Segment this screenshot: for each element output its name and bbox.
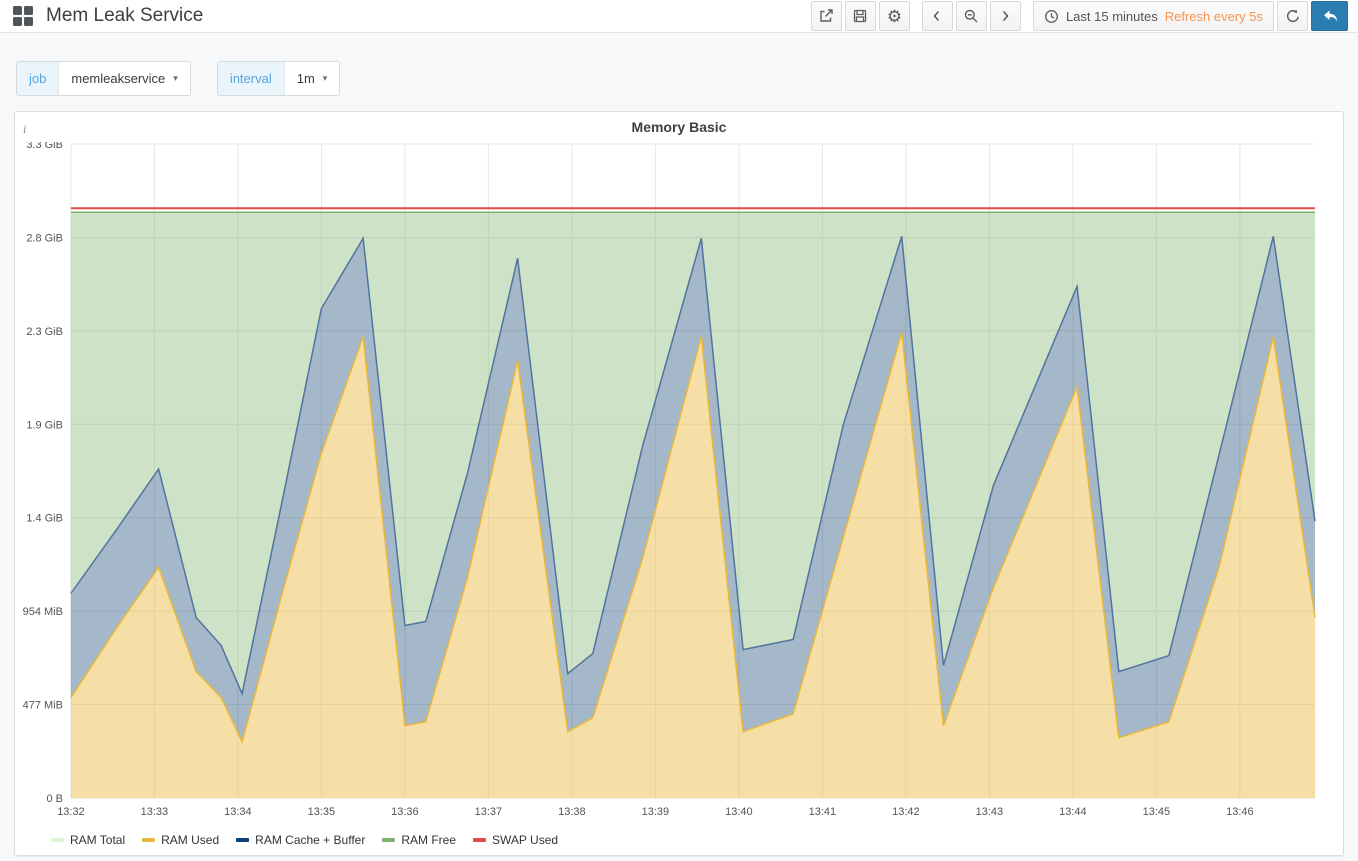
legend-label: RAM Cache + Buffer (255, 832, 366, 847)
time-forward-button[interactable] (989, 1, 1021, 31)
caret-down-icon: ▾ (322, 73, 328, 83)
svg-text:1.4 GiB: 1.4 GiB (26, 513, 63, 525)
variable-interval-label: interval (217, 62, 284, 95)
legend-label: RAM Free (401, 832, 457, 847)
time-picker-button[interactable]: Last 15 minutes Refresh every 5s (1032, 1, 1274, 31)
svg-text:2.8 GiB: 2.8 GiB (26, 232, 63, 244)
svg-text:13:41: 13:41 (809, 806, 836, 818)
svg-text:13:40: 13:40 (725, 806, 752, 818)
variable-interval: interval 1m ▾ (216, 61, 341, 96)
legend-swatch (382, 837, 396, 842)
svg-text:954 MiB: 954 MiB (23, 606, 63, 618)
legend-item[interactable]: RAM Used (142, 833, 219, 847)
chart-legend: RAM Total RAM Used RAM Cache + Buffer RAM F… (15, 831, 1343, 855)
svg-text:13:38: 13:38 (558, 806, 585, 818)
share-button[interactable] (810, 1, 842, 31)
variable-interval-dropdown[interactable]: 1m ▾ (283, 62, 340, 95)
panel-info-icon[interactable]: i (23, 122, 27, 136)
svg-text:13:37: 13:37 (475, 806, 502, 818)
clock-icon (1044, 9, 1059, 24)
svg-text:1.9 GiB: 1.9 GiB (26, 419, 63, 431)
svg-text:13:32: 13:32 (57, 806, 84, 818)
legend-label: RAM Total (70, 832, 126, 847)
svg-text:13:33: 13:33 (141, 806, 168, 818)
chevron-right-icon (997, 8, 1013, 24)
refresh-interval-label: Refresh every 5s (1164, 8, 1263, 24)
svg-text:13:42: 13:42 (892, 806, 919, 818)
time-back-button[interactable] (921, 1, 953, 31)
svg-text:2.3 GiB: 2.3 GiB (26, 326, 63, 338)
svg-text:13:45: 13:45 (1143, 806, 1170, 818)
legend-label: RAM Used (161, 832, 220, 847)
zoom-out-icon (963, 8, 979, 24)
legend-label: SWAP Used (492, 832, 559, 847)
svg-text:13:36: 13:36 (391, 806, 418, 818)
svg-text:13:35: 13:35 (308, 806, 335, 818)
svg-text:13:39: 13:39 (642, 806, 669, 818)
variable-job-label: job (17, 62, 59, 95)
return-button[interactable] (1311, 1, 1348, 31)
variable-job: job memleakservice ▾ (16, 61, 191, 96)
save-icon (852, 8, 868, 24)
svg-text:13:44: 13:44 (1059, 806, 1086, 818)
legend-item[interactable]: SWAP Used (473, 833, 558, 847)
legend-swatch (236, 837, 250, 842)
svg-text:0 B: 0 B (46, 793, 62, 805)
legend-swatch (142, 837, 156, 842)
panel-title[interactable]: Memory Basic (631, 119, 727, 135)
dashboards-grid-icon[interactable] (12, 5, 34, 27)
return-arrow-icon (1321, 7, 1339, 25)
variable-job-dropdown[interactable]: memleakservice ▾ (58, 62, 190, 95)
memory-basic-panel: i Memory Basic 3.3 GiB 2.8 GiB 2.3 GiB 1.9 … (14, 111, 1344, 856)
svg-text:3.3 GiB: 3.3 GiB (26, 142, 63, 151)
settings-button[interactable]: ⚙ (878, 1, 910, 31)
svg-text:13:46: 13:46 (1226, 806, 1253, 818)
legend-item[interactable]: RAM Total (51, 833, 125, 847)
legend-item[interactable]: RAM Free (382, 833, 456, 847)
refresh-button[interactable] (1277, 1, 1308, 31)
navbar: Mem Leak Service ⚙ (0, 0, 1358, 33)
dashboard-title: Mem Leak Service (46, 5, 204, 26)
chevron-left-icon (929, 8, 945, 24)
svg-text:13:43: 13:43 (976, 806, 1003, 818)
legend-swatch (51, 837, 64, 842)
caret-down-icon: ▾ (173, 73, 178, 83)
legend-swatch (473, 837, 487, 842)
zoom-out-button[interactable] (955, 1, 987, 31)
share-icon (818, 8, 834, 24)
legend-item[interactable]: RAM Cache + Buffer (236, 833, 365, 847)
memory-chart[interactable]: 3.3 GiB 2.8 GiB 2.3 GiB 1.9 GiB 1.4 GiB 954 M… (15, 142, 1343, 831)
panel-header: i Memory Basic (15, 112, 1343, 142)
refresh-icon (1285, 8, 1301, 24)
save-button[interactable] (844, 1, 876, 31)
time-range-label: Last 15 minutes (1065, 8, 1158, 24)
variables-row: job memleakservice ▾ interval 1m ▾ (0, 33, 1358, 111)
svg-text:477 MiB: 477 MiB (23, 700, 63, 712)
svg-text:13:34: 13:34 (224, 806, 251, 818)
gear-icon: ⚙ (886, 6, 903, 26)
